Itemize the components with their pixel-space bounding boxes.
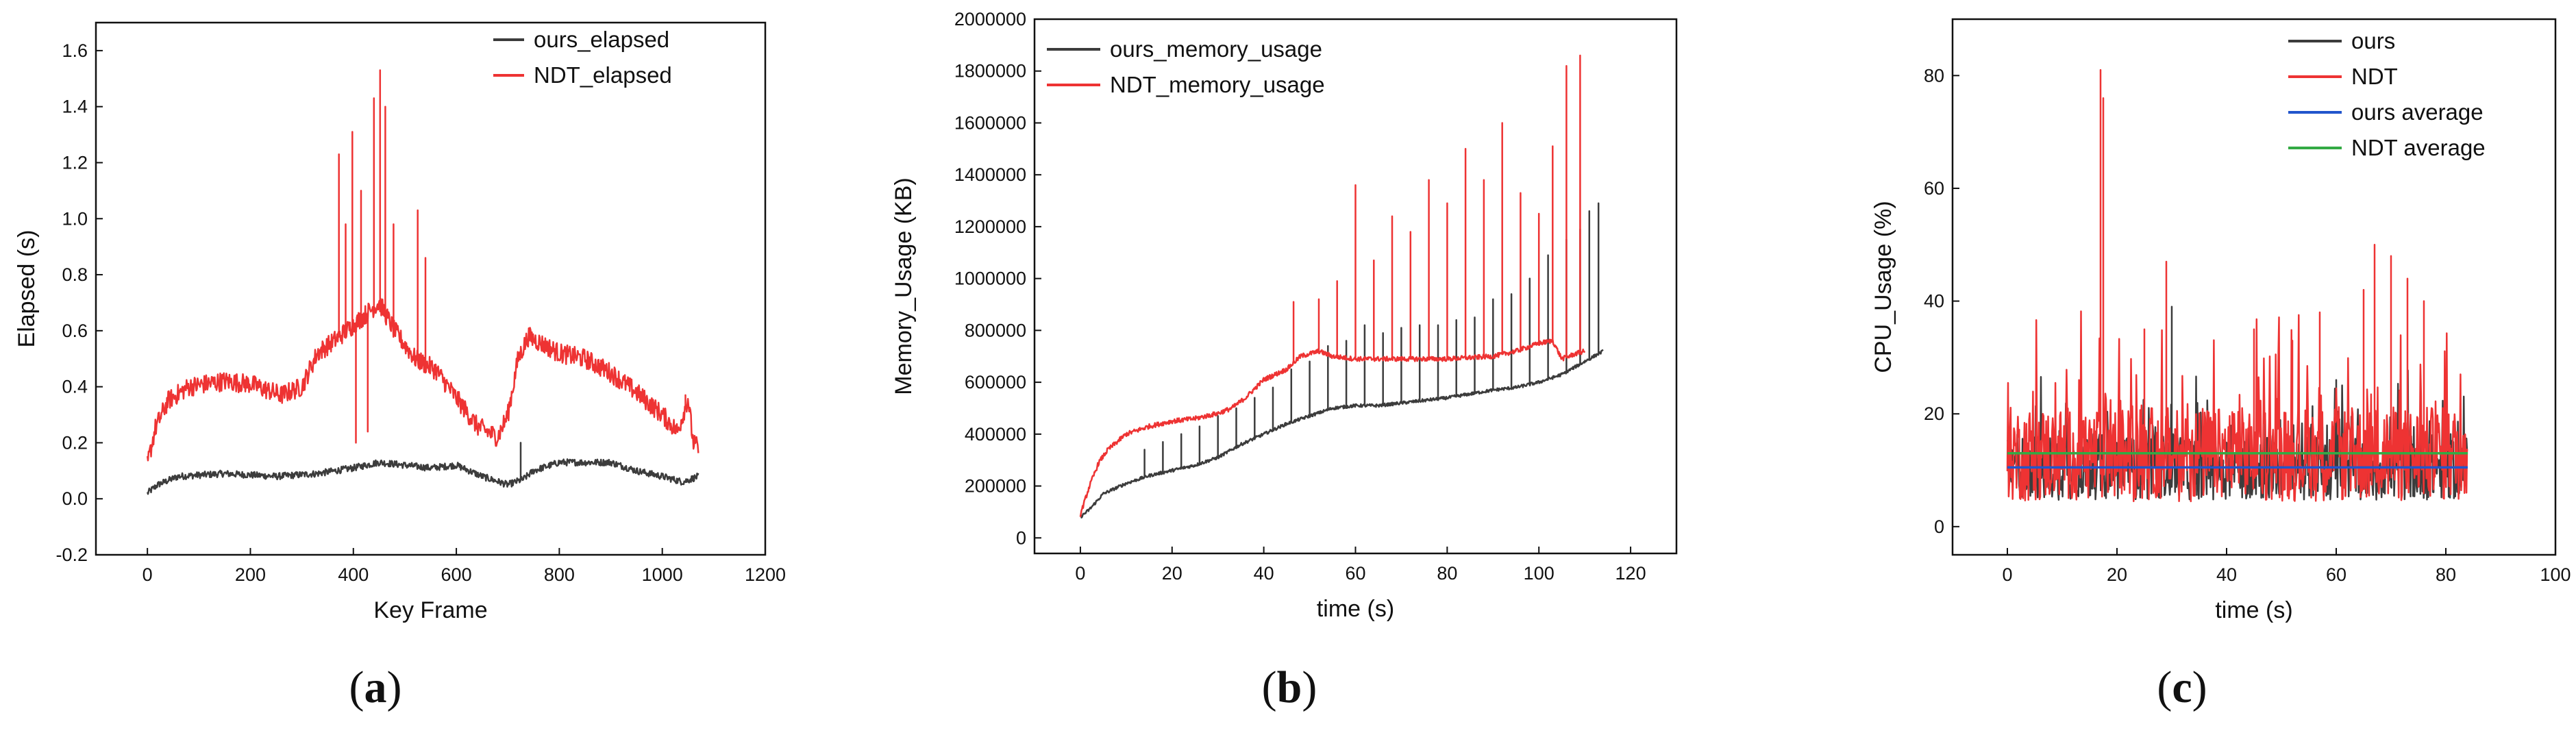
y-tick-label: 20	[1924, 403, 1944, 424]
plot-area	[1079, 54, 1604, 519]
y-tick-label: 1.4	[62, 97, 88, 117]
x-tick-label: 80	[1437, 563, 1457, 584]
legend-label: NDT	[2351, 64, 2398, 89]
series-line-NDT	[2006, 68, 2468, 503]
x-tick-label: 80	[2436, 564, 2456, 585]
x-tick-label: 100	[1524, 563, 1555, 584]
y-tick-label: 40	[1924, 291, 1944, 312]
series-line-NDT_elapsed	[146, 69, 699, 462]
y-tick-label: 800000	[965, 320, 1026, 340]
x-tick-label: 600	[441, 564, 472, 585]
x-tick-label: 40	[1254, 563, 1274, 584]
x-tick-label: 60	[2326, 564, 2346, 585]
x-tick-label: 20	[2107, 564, 2127, 585]
legend-label: ours	[2351, 28, 2395, 53]
y-tick-label: 0.4	[62, 377, 88, 397]
series-line-NDT_memory_usage	[1079, 54, 1586, 517]
legend-label: ours average	[2351, 99, 2484, 125]
y-tick-label: 1600000	[954, 112, 1026, 133]
plot-frame	[1951, 18, 2557, 556]
legend-label: NDT_memory_usage	[1110, 72, 1325, 97]
y-tick-label: 0	[1016, 527, 1026, 548]
y-tick-label: 0	[1934, 516, 1944, 537]
x-tick-label: 100	[2540, 564, 2571, 585]
y-axis-title: Memory_Usage (KB)	[891, 177, 917, 395]
plot-area	[2006, 68, 2468, 503]
y-tick-label: 2000000	[954, 9, 1026, 29]
legend-label: NDT average	[2351, 135, 2486, 160]
y-tick-label: 1.6	[62, 40, 88, 61]
x-axis-title: time (s)	[1317, 596, 1394, 622]
x-tick-label: 1200	[745, 564, 786, 585]
x-tick-label: 60	[1345, 563, 1365, 584]
y-tick-label: 0.8	[62, 264, 88, 285]
x-tick-label: 40	[2216, 564, 2237, 585]
y-tick-label: 1000000	[954, 268, 1026, 289]
panel-label-a: (a)	[349, 662, 402, 712]
plot-frame	[95, 21, 767, 556]
series-line-ours_memory_usage	[1080, 202, 1604, 519]
legend-label: NDT_elapsed	[534, 62, 672, 88]
legend: ours NDT ours average NDT average	[2288, 28, 2486, 160]
x-tick-label: 800	[544, 564, 575, 585]
y-tick-label: 1.2	[62, 152, 88, 173]
x-axis-title: Key Frame	[373, 597, 487, 623]
y-tick-label: 1200000	[954, 216, 1026, 237]
x-tick-label: 0	[2002, 564, 2012, 585]
y-tick-label: 1800000	[954, 61, 1026, 82]
y-tick-label: 400000	[965, 424, 1026, 445]
y-tick-label: 80	[1924, 65, 1944, 86]
panel-label-b: (b)	[1261, 662, 1317, 712]
y-tick-label: 1400000	[954, 164, 1026, 185]
y-tick-label: 0.0	[62, 488, 88, 509]
x-tick-label: 1000	[642, 564, 683, 585]
legend: ours_elapsed NDT_elapsed	[493, 27, 672, 88]
y-tick-label: 0.2	[62, 432, 88, 453]
legend: ours_memory_usage NDT_memory_usage	[1047, 36, 1325, 97]
y-tick-label: 0.6	[62, 321, 88, 341]
y-tick-label: 200000	[965, 476, 1026, 497]
series-line-ours_elapsed	[147, 442, 699, 495]
chart-a: 0 200 400 600 800 1000 1200 -0.2 0.0 0.2 0.4 0.6 0.8…	[14, 21, 786, 623]
x-axis-title: time (s)	[2215, 597, 2292, 623]
chart-c: 0 20 40 60 80 100 0 20 40 60 80 time (s) CPU_Usage (…	[1870, 18, 2571, 623]
y-tick-label: 600000	[965, 372, 1026, 392]
x-tick-label: 20	[1162, 563, 1182, 584]
plot-frame	[1033, 18, 1678, 555]
x-tick-label: 400	[338, 564, 369, 585]
y-axis-title: Elapsed (s)	[14, 230, 40, 348]
panel-label-c: (c)	[2157, 662, 2207, 712]
x-tick-label: 0	[143, 564, 153, 585]
x-tick-label: 0	[1075, 563, 1085, 584]
chart-b: 0 20 40 60 80 100 120 0 200000 400000 600000 800000…	[891, 9, 1678, 622]
y-tick-label: 60	[1924, 178, 1944, 199]
legend-label: ours_elapsed	[534, 27, 669, 52]
legend-label: ours_memory_usage	[1110, 36, 1322, 62]
x-tick-label: 200	[235, 564, 266, 585]
y-axis-title: CPU_Usage (%)	[1870, 201, 1896, 373]
y-tick-label: -0.2	[55, 545, 88, 565]
x-tick-label: 120	[1615, 563, 1646, 584]
plot-area	[146, 69, 699, 495]
y-tick-label: 1.0	[62, 208, 88, 229]
